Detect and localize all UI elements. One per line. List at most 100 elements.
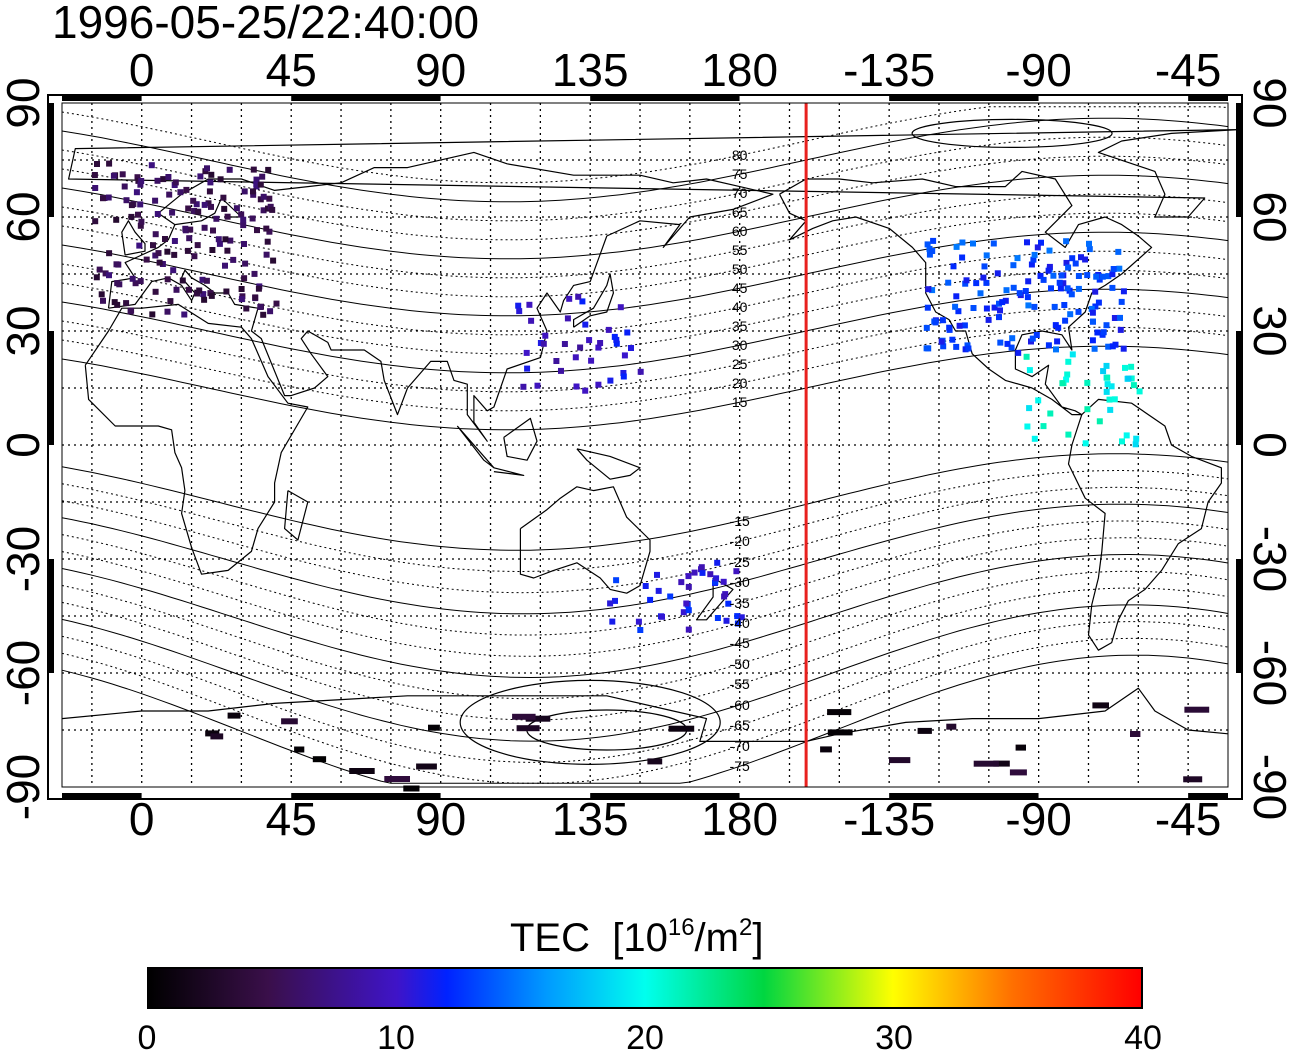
tec-cell (582, 387, 589, 394)
tec-cell (184, 247, 191, 254)
tec-cell (238, 296, 245, 303)
lat-tick-left: -90 (0, 753, 49, 821)
tec-cell (221, 205, 228, 212)
coastline (573, 273, 614, 328)
tec-cell (1104, 381, 1111, 388)
mlat-label: -35 (729, 594, 750, 611)
tec-cell (720, 578, 727, 585)
frame-bar-bottom (590, 793, 740, 799)
frame-bar-bottom (291, 793, 441, 799)
tec-cell (263, 225, 270, 232)
tec-cell (134, 174, 141, 181)
tec-cell (110, 172, 117, 179)
tec-cell (254, 227, 260, 234)
lon-tick-bottom: -45 (1154, 793, 1222, 845)
tec-cell (981, 263, 988, 270)
tec-cell (186, 286, 192, 293)
mlat-label: 80 (731, 147, 748, 164)
mlat-contour (61, 326, 1229, 412)
frame-bar-top (291, 95, 441, 101)
colorbar-tick: 10 (377, 1019, 415, 1057)
tec-cell (1109, 343, 1116, 350)
tec-cell (119, 171, 126, 178)
tec-cell (685, 626, 692, 633)
tec-cell (980, 274, 987, 281)
tec-cell (129, 275, 136, 282)
tec-cell (1094, 329, 1101, 336)
tec-cell (98, 291, 105, 298)
tec-cell (983, 252, 990, 259)
tec-cell (680, 609, 687, 616)
tec-cell (164, 248, 171, 255)
tec-cell (1120, 345, 1127, 352)
tec-cell (713, 575, 720, 582)
frame-bar-bottom (739, 793, 890, 799)
tec-cell (1075, 308, 1082, 315)
tec-cell (523, 349, 530, 356)
tec-cell (164, 308, 171, 315)
tec-cell (217, 176, 224, 183)
lat-tick-right: 0 (1244, 432, 1292, 458)
tec-cell (963, 277, 970, 284)
tec-cell (270, 257, 277, 264)
tec-cell (1086, 246, 1093, 253)
tec-cell (624, 329, 631, 336)
tec-cell (128, 202, 135, 209)
tec-cell (612, 597, 618, 604)
frame-bar-left (48, 331, 54, 445)
tec-cell (266, 195, 273, 202)
mlat-label: 55 (731, 242, 748, 259)
lon-tick-top: -90 (1005, 44, 1072, 96)
tec-cell (1040, 423, 1047, 430)
lat-tick-right: 90 (1244, 77, 1292, 129)
map-inner-frame (61, 102, 1229, 788)
mlat-contour (61, 453, 1229, 551)
lon-tick-top: 180 (701, 44, 779, 96)
tec-cell (264, 238, 271, 245)
tec-cell (251, 270, 258, 277)
lon-tick-top: 45 (265, 44, 317, 96)
tec-cell (1107, 406, 1114, 413)
tec-cell (707, 571, 714, 578)
tec-cell (106, 160, 113, 167)
tec-cell (1026, 367, 1033, 374)
tec-cell (1031, 435, 1038, 442)
tec-cell (668, 725, 695, 732)
mlat-label: -50 (729, 655, 750, 672)
tec-cell (659, 613, 665, 620)
mlat-label: -20 (729, 533, 750, 550)
tec-cell (827, 709, 852, 716)
tec-cell (1103, 388, 1110, 395)
frame-bar-right (1236, 331, 1242, 445)
tec-cell (1084, 379, 1091, 386)
tec-cell (949, 336, 956, 343)
tec-cell (94, 161, 100, 167)
lon-tick-bottom: -90 (1005, 793, 1072, 845)
tec-cell (1038, 239, 1044, 246)
tec-cell (238, 286, 245, 292)
tec-cell (260, 207, 267, 214)
tec-cell (991, 304, 998, 311)
tec-cell (205, 200, 212, 207)
tec-cell (222, 236, 229, 243)
coastline (695, 577, 734, 621)
tec-cell (1130, 382, 1137, 389)
tec-cell (1136, 388, 1143, 395)
mlat-label: 65 (731, 204, 748, 221)
tec-cell (621, 352, 628, 359)
tec-cell (203, 277, 210, 284)
tec-cell (191, 208, 198, 214)
mlat-contour (61, 106, 1229, 184)
coastline (493, 467, 525, 476)
mlat-contour (61, 486, 1229, 594)
tec-cell (1002, 297, 1009, 304)
tec-cell (1103, 322, 1110, 329)
frame-bar-top (1188, 95, 1228, 101)
tec-cell (950, 263, 957, 270)
tec-cell (558, 367, 564, 374)
frame-bar-top (62, 95, 142, 101)
tec-cell (525, 715, 551, 722)
tec-cell (965, 345, 972, 352)
tec-cell (207, 179, 214, 186)
